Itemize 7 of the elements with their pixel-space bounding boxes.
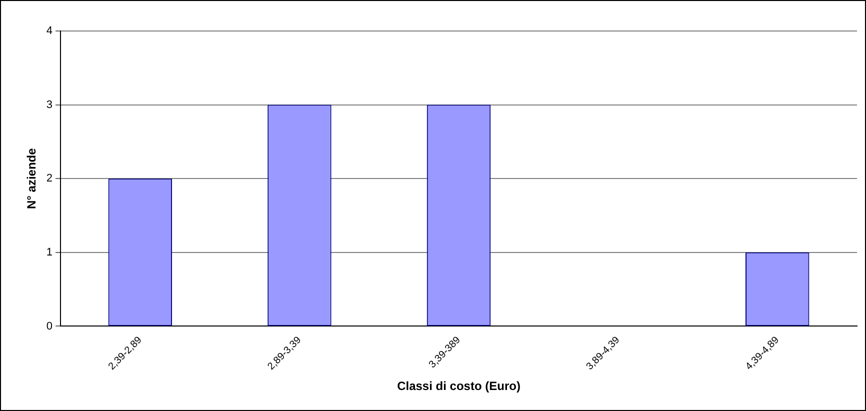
y-tick-label: 0 bbox=[46, 320, 53, 332]
y-axis-title: N° aziende bbox=[24, 148, 39, 210]
y-tick-label: 3 bbox=[46, 98, 53, 111]
y-tick-label: 1 bbox=[46, 246, 53, 258]
y-tick-label: 4 bbox=[46, 25, 53, 38]
x-axis-title: Classi di costo (Euro) bbox=[397, 379, 520, 394]
y-tick-label: 2 bbox=[46, 172, 53, 185]
